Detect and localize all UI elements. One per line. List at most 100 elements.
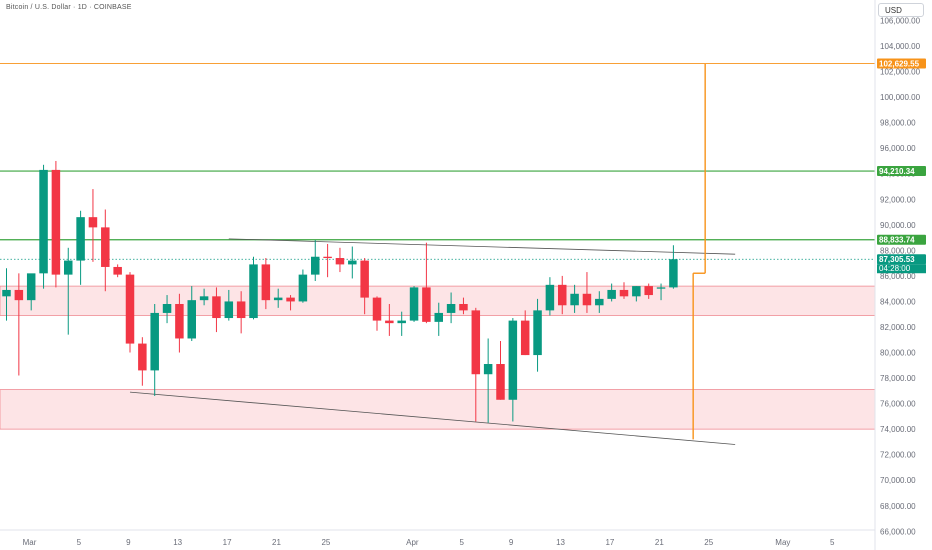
- candle-body: [261, 264, 271, 301]
- candle-body: [669, 259, 678, 288]
- y-tick-label: 102,000.00: [880, 68, 921, 77]
- candle-body: [496, 364, 505, 400]
- y-tick-label: 72,000.00: [880, 451, 916, 460]
- candle-body: [409, 287, 419, 321]
- demand-zone-2: [0, 389, 876, 430]
- candle-body: [483, 364, 493, 375]
- x-tick-label: May: [775, 538, 790, 547]
- x-tick-label: 9: [509, 538, 514, 547]
- candle-body: [212, 296, 221, 319]
- candle-body: [619, 289, 629, 297]
- candle-body: [632, 286, 641, 297]
- candle-body: [558, 284, 567, 306]
- candle-body: [360, 260, 369, 298]
- x-tick-label: Apr: [406, 538, 419, 547]
- candle-body: [335, 258, 345, 265]
- candle-body: [14, 289, 24, 301]
- y-tick-label: 100,000.00: [880, 93, 921, 102]
- x-tick-label: 13: [173, 538, 182, 547]
- x-tick-label: 5: [77, 538, 82, 547]
- candle-body: [298, 274, 308, 302]
- candle-body: [397, 320, 406, 324]
- candle-body: [236, 301, 246, 319]
- x-tick-label: 21: [655, 538, 664, 547]
- x-tick-label: 9: [126, 538, 131, 547]
- candle-body: [422, 287, 431, 322]
- candle-body: [101, 227, 110, 267]
- candle-body: [64, 260, 73, 275]
- candle-body: [187, 300, 196, 339]
- candle-body: [656, 287, 666, 289]
- y-tick-label: 66,000.00: [880, 527, 916, 536]
- candle-body: [533, 310, 542, 356]
- resistance-low-tag: 88,833.74: [879, 236, 915, 245]
- demand-zone-1: [0, 285, 876, 316]
- x-tick-label: 17: [605, 538, 614, 547]
- price-axis[interactable]: [875, 0, 932, 550]
- x-tick-label: 21: [272, 538, 281, 547]
- candle-body: [249, 264, 258, 319]
- candle-body: [570, 293, 579, 306]
- current-price-tag: 87,305.53: [879, 255, 915, 264]
- candle-body: [39, 169, 48, 274]
- candle-body: [644, 286, 653, 296]
- resistance-high-tag-bg: [877, 166, 926, 177]
- y-tick-label: 90,000.00: [880, 221, 916, 230]
- candle-body: [286, 297, 295, 302]
- candle-body: [51, 169, 61, 275]
- candle-body: [150, 312, 159, 371]
- y-tick-label: 84,000.00: [880, 297, 916, 306]
- trendline-2: [129, 391, 736, 445]
- candle-body: [446, 303, 456, 313]
- candle-body: [224, 301, 234, 319]
- candle-body: [138, 343, 147, 371]
- y-tick-label: 80,000.00: [880, 349, 916, 358]
- candle-body: [545, 284, 555, 311]
- candle-body: [434, 312, 443, 322]
- resistance-low-tag-bg: [877, 234, 926, 245]
- candle-body: [88, 217, 98, 228]
- y-tick-label: 98,000.00: [880, 119, 916, 128]
- candle-body: [471, 310, 481, 375]
- candle-body: [508, 320, 518, 400]
- candle-body: [372, 297, 382, 321]
- y-tick-label: 78,000.00: [880, 374, 916, 383]
- candle-body: [520, 320, 530, 356]
- x-tick-label: 25: [321, 538, 330, 547]
- y-tick-label: 88,000.00: [880, 246, 916, 255]
- candle-body: [607, 289, 616, 299]
- x-tick-label: 25: [704, 538, 713, 547]
- candle-body: [162, 303, 172, 313]
- candle-body: [2, 289, 11, 297]
- y-tick-label: 68,000.00: [880, 502, 916, 511]
- candle-body: [348, 260, 357, 265]
- trendline-1: [228, 238, 736, 255]
- y-tick-label: 92,000.00: [880, 195, 916, 204]
- x-tick-label: 5: [830, 538, 835, 547]
- y-tick-label: 106,000.00: [880, 17, 921, 26]
- current-price-tag-countdown-bg: [877, 264, 926, 274]
- y-tick-label: 82,000.00: [880, 323, 916, 332]
- x-tick-label: Mar: [23, 538, 37, 547]
- y-tick-label: 96,000.00: [880, 144, 916, 153]
- y-tick-label: 104,000.00: [880, 42, 921, 51]
- candle-body: [26, 273, 36, 301]
- candle-body: [273, 297, 283, 301]
- candle-body: [582, 293, 592, 306]
- candle-body: [113, 266, 122, 275]
- x-tick-label: 13: [556, 538, 565, 547]
- resistance-high-tag: 94,210.34: [879, 167, 915, 176]
- candle-body: [311, 256, 320, 275]
- symbol-title: Bitcoin / U.S. Dollar · 1D · COINBASE: [6, 4, 132, 11]
- y-tick-label: 74,000.00: [880, 425, 916, 434]
- candle-body: [175, 303, 184, 339]
- current-price-tag-bg: [877, 254, 926, 265]
- candle-body: [323, 256, 332, 259]
- candle-body: [199, 296, 209, 301]
- target-price-tag: 102,629.55: [879, 60, 920, 69]
- currency-button[interactable]: USD: [878, 3, 924, 17]
- y-tick-label: 86,000.00: [880, 272, 916, 281]
- x-tick-label: 17: [223, 538, 232, 547]
